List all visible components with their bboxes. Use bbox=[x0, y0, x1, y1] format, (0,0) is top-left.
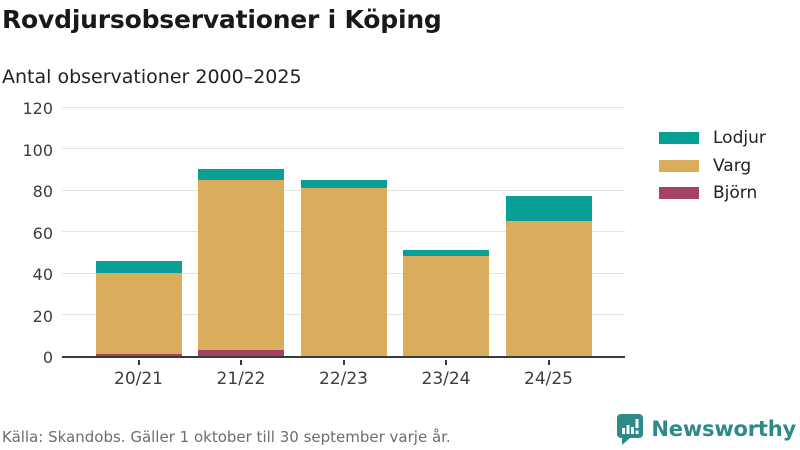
bar-segment-varg bbox=[300, 187, 387, 356]
x-tick-label: 24/25 bbox=[524, 369, 573, 389]
y-tick-label: 120 bbox=[22, 99, 53, 118]
source-note: Källa: Skandobs. Gäller 1 oktober till 3… bbox=[2, 428, 451, 446]
x-tick bbox=[445, 360, 447, 365]
newsworthy-speech-bubble-barchart-icon bbox=[617, 414, 644, 445]
bar-segment-varg bbox=[198, 179, 284, 350]
chart-title: Rovdjursobservationer i Köping bbox=[2, 5, 442, 34]
x-axis: 20/21 21/22 22/23 23/24 24/25 bbox=[62, 360, 625, 400]
legend-label: Lodjur bbox=[713, 128, 766, 148]
gridline bbox=[62, 148, 625, 149]
bar-segment-lodjur bbox=[403, 250, 489, 257]
bar-segment-lodjur bbox=[95, 260, 182, 273]
bar-segment-lodjur bbox=[198, 169, 284, 180]
bar-segment-bjorn bbox=[95, 353, 182, 356]
x-tick bbox=[547, 360, 550, 365]
y-tick-label: 60 bbox=[32, 223, 53, 243]
legend-swatch-varg bbox=[659, 159, 699, 172]
y-tick-label: 100 bbox=[22, 140, 53, 160]
legend-swatch-bjorn bbox=[659, 187, 699, 199]
y-tick-label: 20 bbox=[32, 306, 53, 326]
bar-segment-bjorn bbox=[198, 349, 284, 356]
x-tick bbox=[240, 360, 242, 365]
chart-subtitle: Antal observationer 2000–2025 bbox=[2, 66, 302, 88]
newsworthy-logo: Newsworthy bbox=[616, 412, 796, 446]
legend-item-lodjur: Lodjur bbox=[659, 128, 766, 148]
bar-segment-varg bbox=[403, 256, 489, 356]
x-tick-label: 20/21 bbox=[114, 369, 163, 389]
y-tick-label: 40 bbox=[32, 265, 53, 284]
legend-label: Varg bbox=[713, 155, 752, 176]
y-tick-label: 0 bbox=[42, 348, 53, 367]
plot-area bbox=[62, 106, 625, 358]
bar-segment-lodjur bbox=[300, 179, 387, 188]
y-axis-labels: 0 20 40 60 80 100 120 bbox=[0, 100, 53, 367]
legend-swatch-lodjur bbox=[659, 132, 699, 144]
x-tick-label: 21/22 bbox=[216, 369, 266, 389]
x-tick-label: 22/23 bbox=[319, 369, 368, 389]
legend-item-varg: Varg bbox=[659, 156, 766, 176]
x-tick-label: 23/24 bbox=[421, 369, 471, 389]
legend: Lodjur Varg Björn bbox=[659, 128, 766, 211]
x-tick bbox=[342, 360, 345, 365]
bar-segment-varg bbox=[95, 273, 182, 354]
legend-label: Björn bbox=[713, 183, 758, 203]
x-tick bbox=[137, 360, 140, 365]
legend-item-bjorn: Björn bbox=[659, 183, 766, 203]
newsworthy-wordmark: Newsworthy bbox=[651, 417, 796, 441]
bar-segment-varg bbox=[505, 221, 592, 356]
y-tick-label: 80 bbox=[32, 182, 53, 201]
gridline bbox=[62, 106, 625, 108]
bar-segment-lodjur bbox=[505, 196, 592, 222]
